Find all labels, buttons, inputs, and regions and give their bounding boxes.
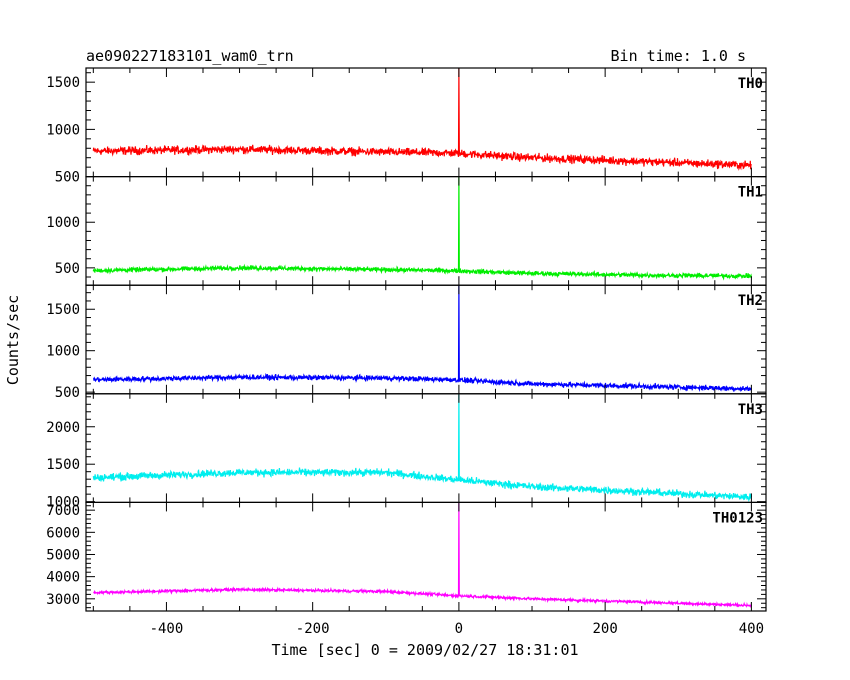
x-axis-label: Time [sec] 0 = 2009/02/27 18:31:01 xyxy=(271,641,578,659)
panel-th2: 500 1000 1500 TH2 xyxy=(46,284,767,401)
y-tick-label: 500 xyxy=(55,261,80,277)
chart-title: ae090227183101_wam0_trn xyxy=(86,47,294,65)
y-tick-label: 4000 xyxy=(46,570,80,586)
y-tick-label: 1000 xyxy=(46,495,80,511)
panel-frame xyxy=(85,393,767,503)
series-line-th0 xyxy=(92,67,752,171)
panel-label-th0123: TH0123 xyxy=(712,510,763,526)
y-tick-label: 500 xyxy=(55,385,80,401)
x-tick-label: -400 xyxy=(150,621,184,637)
x-tick-label: 400 xyxy=(739,621,764,637)
y-tick-label: 1500 xyxy=(46,75,80,91)
y-tick-label: 3000 xyxy=(46,592,80,608)
series-line-th2 xyxy=(93,285,752,393)
series-line-th3 xyxy=(92,393,752,503)
y-tick-label: 1500 xyxy=(46,302,80,318)
panel-th3: 1000 1500 2000 TH3 xyxy=(46,393,767,511)
panel-th1: 500 1000 TH1 xyxy=(46,176,767,286)
panel-label-th2: TH2 xyxy=(738,293,763,309)
y-tick-label: 2000 xyxy=(46,420,80,436)
x-tick-label: 0 xyxy=(455,621,463,637)
panel-th0: 500 1000 1500 TH0 xyxy=(46,67,767,186)
panel-label-th1: TH1 xyxy=(738,185,763,201)
panel-frame xyxy=(85,501,767,612)
bin-time-label: Bin time: 1.0 s xyxy=(611,47,746,65)
y-tick-label: 500 xyxy=(55,170,80,186)
x-tick-label: -200 xyxy=(296,621,330,637)
panel-th0123: 3000 4000 5000 6000 7000 TH0123 xyxy=(46,501,767,612)
panel-label-th3: TH3 xyxy=(738,402,763,418)
y-tick-label: 1000 xyxy=(46,344,80,360)
y-tick-label: 1000 xyxy=(46,215,80,231)
series-line-th1 xyxy=(92,176,752,281)
panels-group: 500 1000 1500 TH0 500 1000 TH1 500 1000 1500 TH2 10… xyxy=(46,67,767,637)
y-tick-label: 7000 xyxy=(46,503,80,519)
y-tick-label: 5000 xyxy=(46,547,80,563)
y-tick-label: 1000 xyxy=(46,122,80,138)
series-line-th0123 xyxy=(93,502,752,609)
panel-label-th0: TH0 xyxy=(738,76,763,92)
y-tick-label: 6000 xyxy=(46,525,80,541)
x-tick-label: 200 xyxy=(592,621,617,637)
y-tick-label: 1500 xyxy=(46,457,80,473)
y-axis-label: Counts/sec xyxy=(4,295,22,385)
